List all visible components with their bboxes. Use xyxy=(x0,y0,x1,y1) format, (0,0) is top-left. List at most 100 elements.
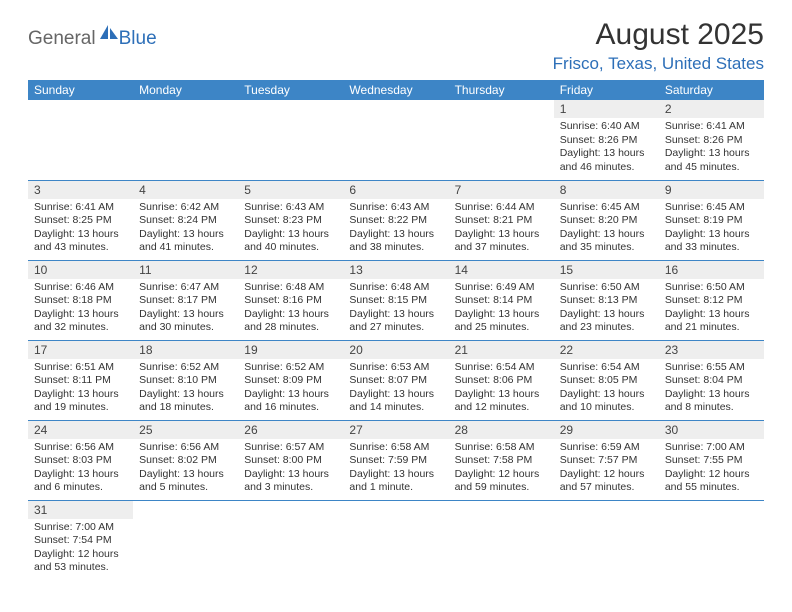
daylight-line: and 1 minute. xyxy=(349,481,442,495)
day-content: Sunrise: 6:43 AMSunset: 8:22 PMDaylight:… xyxy=(343,199,448,260)
daylight-line: Daylight: 13 hours xyxy=(665,228,758,242)
day-number: 29 xyxy=(554,421,659,439)
calendar-day-cell: 9Sunrise: 6:45 AMSunset: 8:19 PMDaylight… xyxy=(659,180,764,260)
calendar-empty-cell xyxy=(343,100,448,180)
day-number: 4 xyxy=(133,181,238,199)
day-number: 11 xyxy=(133,261,238,279)
sunset-line: Sunset: 8:02 PM xyxy=(139,454,232,468)
sunrise-line: Sunrise: 6:43 AM xyxy=(349,201,442,215)
daylight-line: and 55 minutes. xyxy=(665,481,758,495)
sunrise-line: Sunrise: 6:52 AM xyxy=(244,361,337,375)
daylight-line: and 16 minutes. xyxy=(244,401,337,415)
calendar-empty-cell xyxy=(554,500,659,580)
calendar-day-cell: 23Sunrise: 6:55 AMSunset: 8:04 PMDayligh… xyxy=(659,340,764,420)
sunset-line: Sunset: 7:55 PM xyxy=(665,454,758,468)
daylight-line: Daylight: 13 hours xyxy=(139,308,232,322)
day-content: Sunrise: 6:53 AMSunset: 8:07 PMDaylight:… xyxy=(343,359,448,420)
daylight-line: and 14 minutes. xyxy=(349,401,442,415)
calendar-day-cell: 7Sunrise: 6:44 AMSunset: 8:21 PMDaylight… xyxy=(449,180,554,260)
sunrise-line: Sunrise: 6:50 AM xyxy=(665,281,758,295)
daylight-line: Daylight: 13 hours xyxy=(244,388,337,402)
logo: General Blue xyxy=(28,24,157,54)
daylight-line: Daylight: 12 hours xyxy=(455,468,548,482)
sunset-line: Sunset: 8:22 PM xyxy=(349,214,442,228)
sunset-line: Sunset: 8:06 PM xyxy=(455,374,548,388)
calendar-day-cell: 31Sunrise: 7:00 AMSunset: 7:54 PMDayligh… xyxy=(28,500,133,580)
calendar-day-cell: 19Sunrise: 6:52 AMSunset: 8:09 PMDayligh… xyxy=(238,340,343,420)
day-number: 6 xyxy=(343,181,448,199)
sunrise-line: Sunrise: 6:41 AM xyxy=(665,120,758,134)
sunset-line: Sunset: 8:19 PM xyxy=(665,214,758,228)
sunrise-line: Sunrise: 6:54 AM xyxy=(455,361,548,375)
daylight-line: and 41 minutes. xyxy=(139,241,232,255)
sunset-line: Sunset: 8:21 PM xyxy=(455,214,548,228)
sunrise-line: Sunrise: 6:54 AM xyxy=(560,361,653,375)
calendar-day-cell: 13Sunrise: 6:48 AMSunset: 8:15 PMDayligh… xyxy=(343,260,448,340)
day-content: Sunrise: 6:41 AMSunset: 8:26 PMDaylight:… xyxy=(659,118,764,179)
day-number: 31 xyxy=(28,501,133,519)
sunrise-line: Sunrise: 6:42 AM xyxy=(139,201,232,215)
day-number: 1 xyxy=(554,100,659,118)
sunset-line: Sunset: 8:04 PM xyxy=(665,374,758,388)
day-number: 23 xyxy=(659,341,764,359)
daylight-line: Daylight: 13 hours xyxy=(34,388,127,402)
sunset-line: Sunset: 8:07 PM xyxy=(349,374,442,388)
day-content: Sunrise: 6:56 AMSunset: 8:02 PMDaylight:… xyxy=(133,439,238,500)
sunrise-line: Sunrise: 6:49 AM xyxy=(455,281,548,295)
day-content: Sunrise: 6:45 AMSunset: 8:19 PMDaylight:… xyxy=(659,199,764,260)
sunrise-line: Sunrise: 6:41 AM xyxy=(34,201,127,215)
day-content: Sunrise: 6:52 AMSunset: 8:09 PMDaylight:… xyxy=(238,359,343,420)
daylight-line: and 53 minutes. xyxy=(34,561,127,575)
sunrise-line: Sunrise: 6:47 AM xyxy=(139,281,232,295)
calendar-week-row: 1Sunrise: 6:40 AMSunset: 8:26 PMDaylight… xyxy=(28,100,764,180)
daylight-line: Daylight: 13 hours xyxy=(244,308,337,322)
calendar-empty-cell xyxy=(133,100,238,180)
calendar-day-cell: 11Sunrise: 6:47 AMSunset: 8:17 PMDayligh… xyxy=(133,260,238,340)
daylight-line: and 27 minutes. xyxy=(349,321,442,335)
day-content: Sunrise: 7:00 AMSunset: 7:54 PMDaylight:… xyxy=(28,519,133,580)
day-content: Sunrise: 6:58 AMSunset: 7:58 PMDaylight:… xyxy=(449,439,554,500)
sunrise-line: Sunrise: 6:52 AM xyxy=(139,361,232,375)
daylight-line: Daylight: 13 hours xyxy=(34,308,127,322)
calendar-day-cell: 14Sunrise: 6:49 AMSunset: 8:14 PMDayligh… xyxy=(449,260,554,340)
weekday-header: Monday xyxy=(133,80,238,100)
daylight-line: Daylight: 13 hours xyxy=(244,468,337,482)
calendar-day-cell: 6Sunrise: 6:43 AMSunset: 8:22 PMDaylight… xyxy=(343,180,448,260)
day-number: 30 xyxy=(659,421,764,439)
sunrise-line: Sunrise: 6:43 AM xyxy=(244,201,337,215)
day-content: Sunrise: 6:49 AMSunset: 8:14 PMDaylight:… xyxy=(449,279,554,340)
day-number: 21 xyxy=(449,341,554,359)
daylight-line: Daylight: 13 hours xyxy=(560,308,653,322)
daylight-line: Daylight: 12 hours xyxy=(665,468,758,482)
day-number: 16 xyxy=(659,261,764,279)
day-content: Sunrise: 6:50 AMSunset: 8:13 PMDaylight:… xyxy=(554,279,659,340)
daylight-line: and 45 minutes. xyxy=(665,161,758,175)
calendar-day-cell: 27Sunrise: 6:58 AMSunset: 7:59 PMDayligh… xyxy=(343,420,448,500)
daylight-line: Daylight: 13 hours xyxy=(560,388,653,402)
daylight-line: Daylight: 13 hours xyxy=(455,308,548,322)
daylight-line: and 28 minutes. xyxy=(244,321,337,335)
calendar-day-cell: 1Sunrise: 6:40 AMSunset: 8:26 PMDaylight… xyxy=(554,100,659,180)
day-content: Sunrise: 6:48 AMSunset: 8:16 PMDaylight:… xyxy=(238,279,343,340)
daylight-line: Daylight: 13 hours xyxy=(349,228,442,242)
weekday-header: Tuesday xyxy=(238,80,343,100)
month-title: August 2025 xyxy=(553,18,764,52)
day-number: 14 xyxy=(449,261,554,279)
sunset-line: Sunset: 7:57 PM xyxy=(560,454,653,468)
daylight-line: Daylight: 13 hours xyxy=(34,468,127,482)
calendar-day-cell: 29Sunrise: 6:59 AMSunset: 7:57 PMDayligh… xyxy=(554,420,659,500)
sunrise-line: Sunrise: 6:44 AM xyxy=(455,201,548,215)
calendar-day-cell: 12Sunrise: 6:48 AMSunset: 8:16 PMDayligh… xyxy=(238,260,343,340)
sunset-line: Sunset: 8:09 PM xyxy=(244,374,337,388)
daylight-line: Daylight: 13 hours xyxy=(665,308,758,322)
calendar-day-cell: 3Sunrise: 6:41 AMSunset: 8:25 PMDaylight… xyxy=(28,180,133,260)
sunset-line: Sunset: 8:23 PM xyxy=(244,214,337,228)
day-number: 19 xyxy=(238,341,343,359)
daylight-line: and 35 minutes. xyxy=(560,241,653,255)
day-number: 8 xyxy=(554,181,659,199)
day-content: Sunrise: 6:54 AMSunset: 8:05 PMDaylight:… xyxy=(554,359,659,420)
calendar-day-cell: 24Sunrise: 6:56 AMSunset: 8:03 PMDayligh… xyxy=(28,420,133,500)
sunrise-line: Sunrise: 6:48 AM xyxy=(244,281,337,295)
daylight-line: and 3 minutes. xyxy=(244,481,337,495)
calendar-week-row: 17Sunrise: 6:51 AMSunset: 8:11 PMDayligh… xyxy=(28,340,764,420)
